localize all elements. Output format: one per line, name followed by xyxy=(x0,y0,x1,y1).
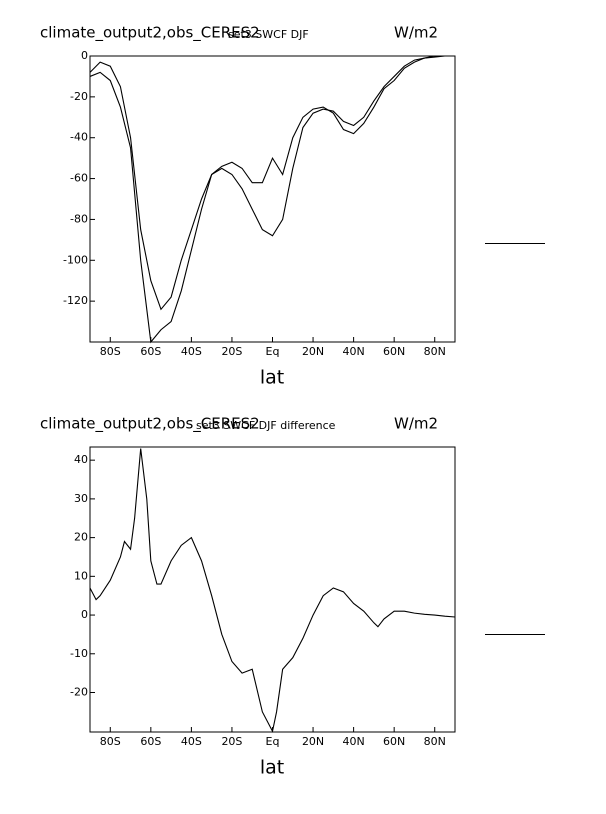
x-tick-label: 40N xyxy=(342,735,364,748)
x-tick-label: 80S xyxy=(100,735,121,748)
units-label: W/m2 xyxy=(394,415,438,433)
x-tick-label: 40S xyxy=(181,345,202,358)
x-tick-label: 60S xyxy=(140,345,161,358)
x-axis-label: lat xyxy=(260,367,284,389)
x-tick-label: 20S xyxy=(221,345,242,358)
data-line xyxy=(89,448,456,733)
chart-subtitle: set3 SWCF DJF difference xyxy=(196,419,336,432)
x-tick-label: 60N xyxy=(383,735,405,748)
x-tick-label: 40S xyxy=(181,735,202,748)
y-tick-label: 20 xyxy=(74,531,88,544)
x-axis-label: lat xyxy=(260,757,284,779)
x-tick-label: 20N xyxy=(302,735,324,748)
x-tick-label: 20N xyxy=(302,345,324,358)
y-tick-label: -40 xyxy=(70,131,88,144)
y-tick-label: 40 xyxy=(74,453,88,466)
data-line xyxy=(89,55,455,311)
y-tick-label: -10 xyxy=(70,647,88,660)
y-tick-label: -60 xyxy=(70,172,88,185)
y-tick-label: 30 xyxy=(74,492,88,505)
chart-subtitle: set3 SWCF DJF xyxy=(228,28,309,41)
y-tick-label: -20 xyxy=(70,90,88,103)
units-label: W/m2 xyxy=(394,24,438,42)
y-tick-label: 0 xyxy=(81,608,88,621)
x-tick-label: 60N xyxy=(383,345,405,358)
data-line xyxy=(89,55,455,344)
x-tick-label: 40N xyxy=(342,345,364,358)
chart-title: climate_output2,obs_CERES2 xyxy=(40,415,260,434)
y-tick-label: 10 xyxy=(74,569,88,582)
y-tick-label: -100 xyxy=(63,253,88,266)
plot-frame xyxy=(89,446,456,733)
x-tick-label: 80N xyxy=(424,345,446,358)
plot-frame xyxy=(89,55,456,343)
y-tick-label: -80 xyxy=(70,212,88,225)
y-tick-label: -120 xyxy=(63,294,88,307)
x-tick-label: 80N xyxy=(424,735,446,748)
x-tick-label: 20S xyxy=(221,735,242,748)
x-tick-label: 80S xyxy=(100,345,121,358)
x-tick-label: Eq xyxy=(266,735,280,748)
x-tick-label: Eq xyxy=(266,345,280,358)
chart-title: climate_output2,obs_CERES2 xyxy=(40,24,260,43)
y-tick-label: -20 xyxy=(70,686,88,699)
x-tick-label: 60S xyxy=(140,735,161,748)
y-tick-label: 0 xyxy=(81,49,88,62)
